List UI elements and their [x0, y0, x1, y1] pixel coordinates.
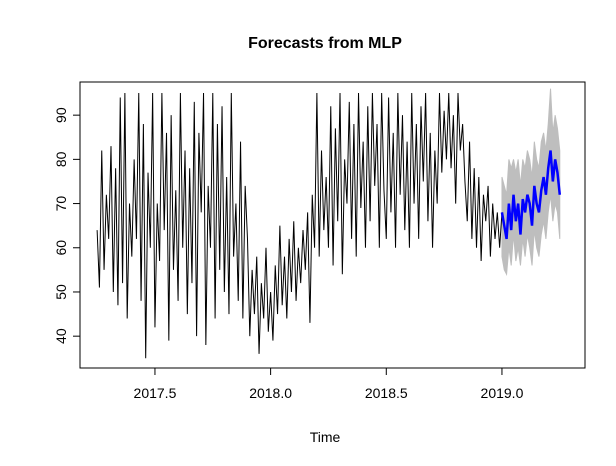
- x-tick-label: 2018.0: [249, 385, 292, 401]
- prediction-interval: [501, 88, 561, 277]
- axes: 2017.5 2018.0 2018.5 2019.0 40 50 60 70 80 90: [53, 107, 524, 401]
- history-line: [96, 93, 503, 359]
- y-tick-label: 40: [53, 328, 69, 344]
- forecast-mean-line: [500, 150, 562, 240]
- x-tick-label: 2017.5: [134, 385, 177, 401]
- interval-area: [501, 88, 561, 277]
- y-tick-label: 60: [53, 240, 69, 256]
- x-tick-label: 2019.0: [481, 385, 524, 401]
- y-tick-label: 80: [53, 151, 69, 167]
- y-tick-label: 50: [53, 284, 69, 300]
- y-tick-label: 90: [53, 107, 69, 123]
- x-tick-label: 2018.5: [365, 385, 408, 401]
- x-axis-label: Time: [310, 429, 341, 445]
- chart-title: Forecasts from MLP: [248, 35, 402, 52]
- y-tick-label: 70: [53, 196, 69, 212]
- series-group: [96, 93, 562, 359]
